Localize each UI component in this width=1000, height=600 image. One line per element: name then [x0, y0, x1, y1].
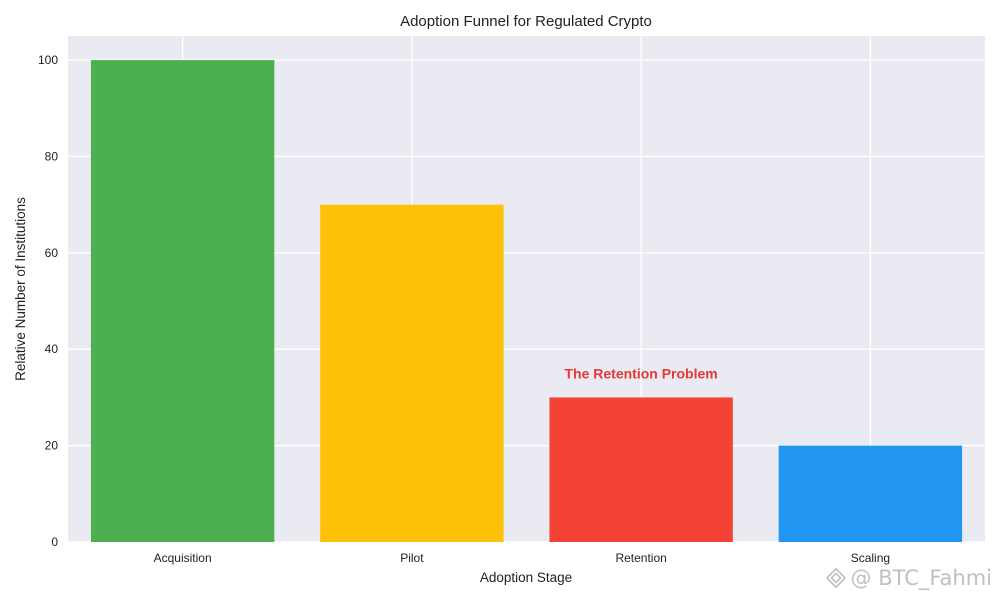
annotation-retention-problem: The Retention Problem [565, 365, 718, 381]
y-tick-label: 60 [45, 246, 59, 260]
x-tick-labels: Acquisition Pilot Retention Scaling [154, 551, 890, 565]
x-tick-label-scaling: Scaling [851, 551, 890, 565]
y-tick-label: 80 [45, 149, 59, 163]
y-tick-label: 20 [45, 439, 59, 453]
chart-title: Adoption Funnel for Regulated Crypto [400, 13, 652, 30]
watermark: @ BTC_Fahmi [825, 566, 992, 590]
y-axis-label: Relative Number of Institutions [13, 197, 28, 381]
x-tick-label-acquisition: Acquisition [154, 551, 212, 565]
watermark-text: @ BTC_Fahmi [850, 566, 992, 590]
x-axis-label: Adoption Stage [480, 570, 572, 585]
binance-square-logo-icon [825, 567, 846, 589]
x-tick-label-pilot: Pilot [400, 551, 424, 565]
bar-acquisition [90, 60, 275, 542]
y-tick-labels: 0 20 40 60 80 100 [38, 53, 58, 549]
bars [90, 60, 963, 542]
y-tick-label: 0 [51, 535, 58, 549]
bar-pilot [320, 204, 504, 542]
y-tick-label: 40 [45, 342, 59, 356]
y-tick-label: 100 [38, 53, 58, 67]
bar-scaling [778, 445, 963, 542]
bar-retention [549, 397, 733, 542]
x-tick-label-retention: Retention [615, 551, 666, 565]
